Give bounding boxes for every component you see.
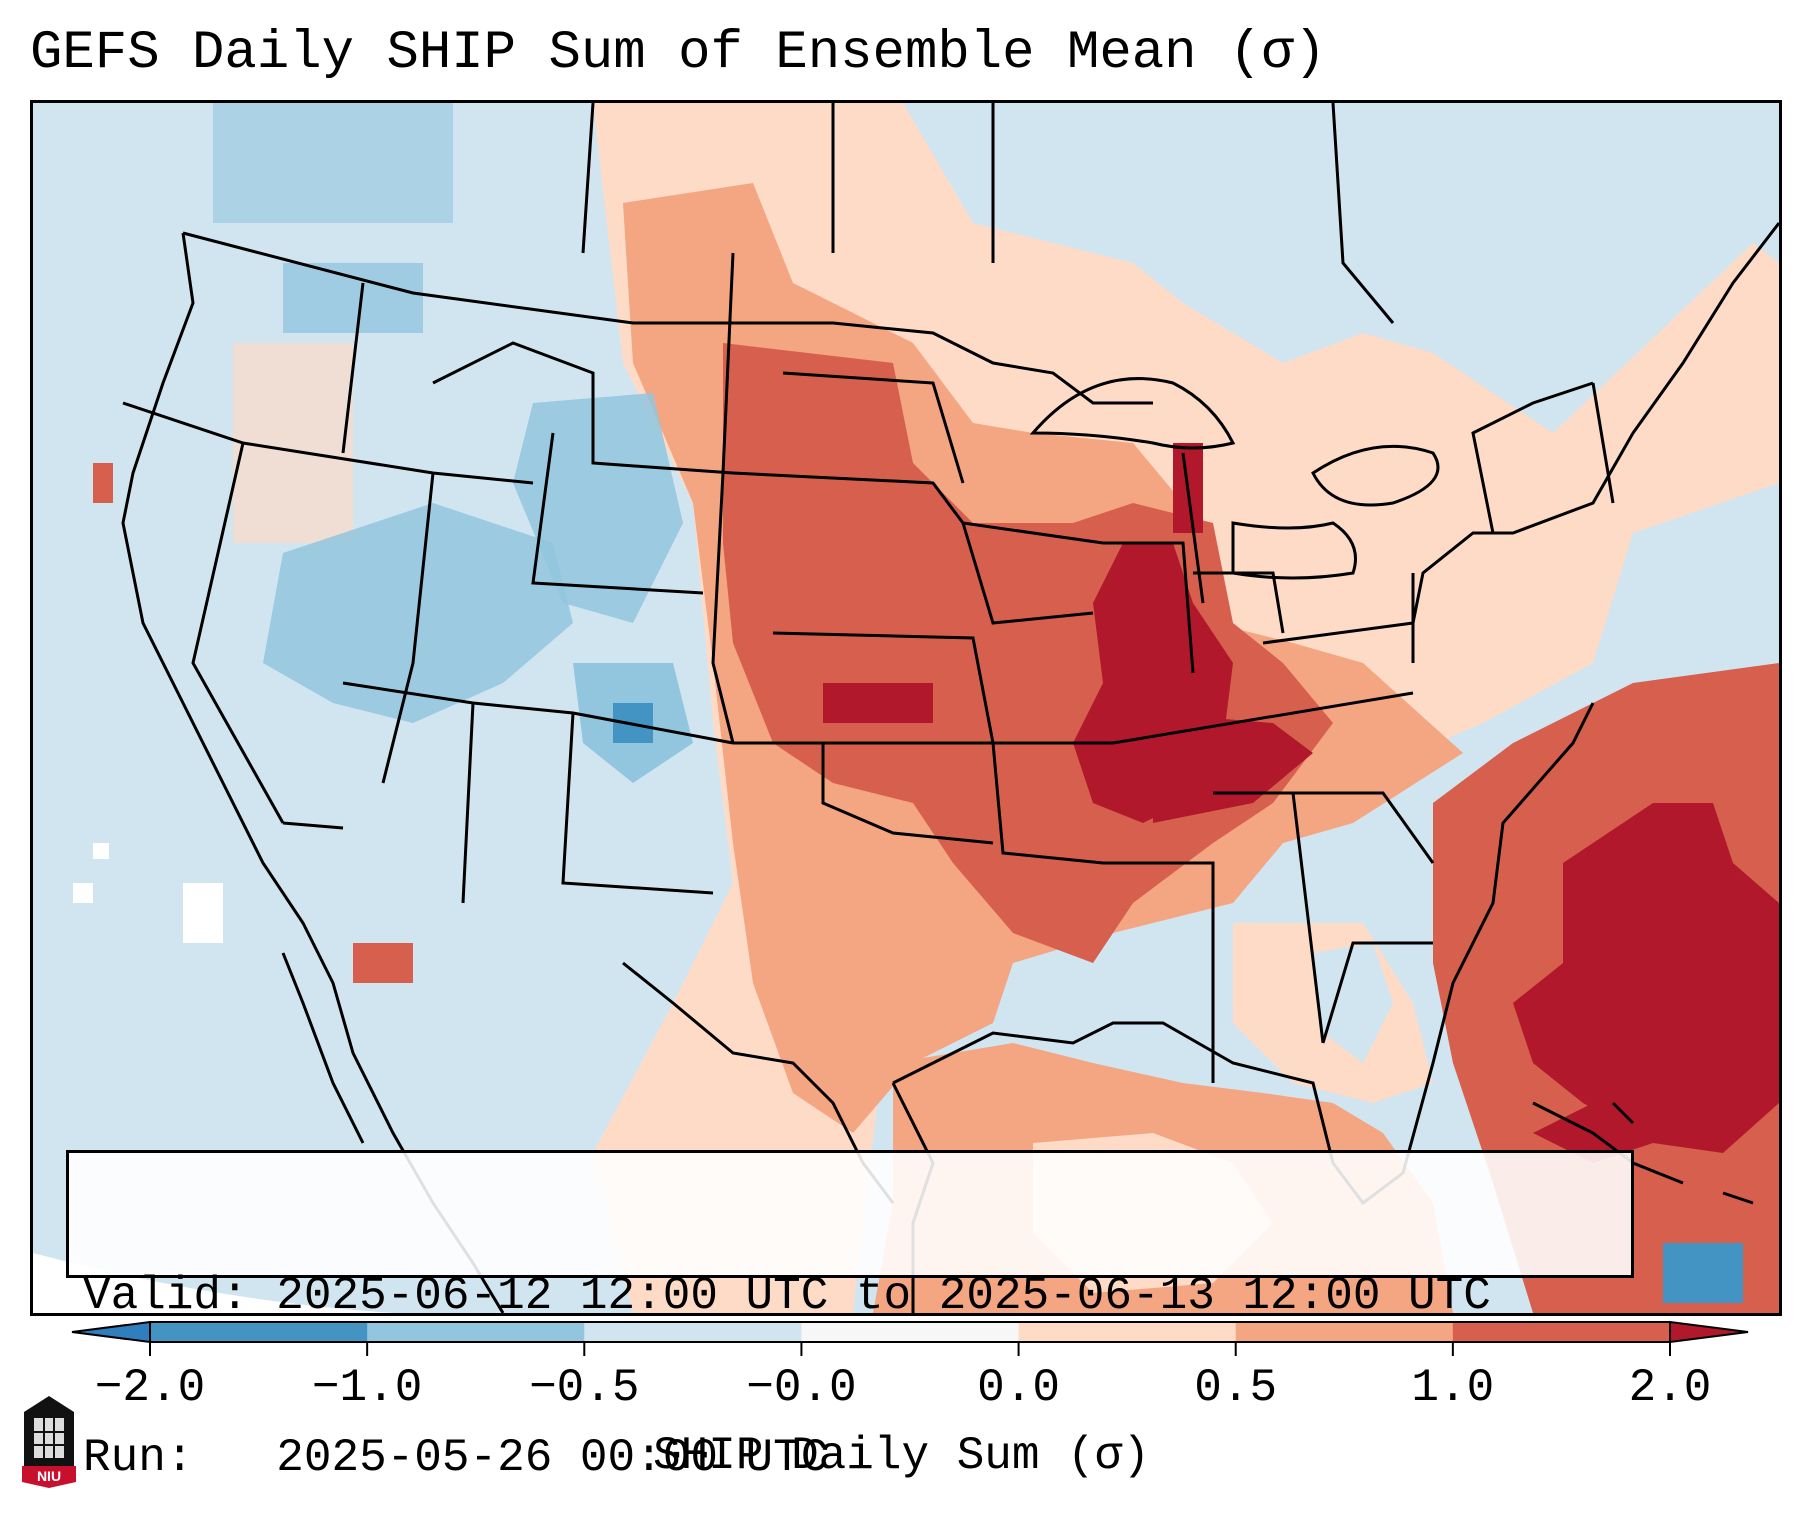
colorbar-tick-label: 0.5 [1194,1362,1278,1414]
ship-anomaly-map [33,103,1779,1313]
colorbar-bin [150,1322,368,1342]
colorbar-tick-label: −0.0 [746,1362,857,1414]
colorbar-label: SHIP Daily Sum (σ) [653,1430,1150,1482]
colorbar-bin [367,1322,585,1342]
map-panel[interactable] [30,100,1782,1316]
run-row: Run: 2025-05-26 00:00 UTC [83,1431,1617,1485]
colorbar-bin [1452,1322,1671,1342]
colorbar-tick-label: 1.0 [1411,1362,1495,1414]
colorbar-bin [1235,1322,1454,1342]
colorbar-extend-low [71,1320,151,1344]
colorbar-tick-label: 2.0 [1628,1362,1712,1414]
colorbar [71,1320,1749,1356]
colorbar-bin [1018,1322,1237,1342]
valid-row: Valid: 2025-06-12 12:00 UTC to 2025-06-1… [83,1269,1617,1323]
validity-info-box: Valid: 2025-06-12 12:00 UTC to 2025-06-1… [66,1150,1634,1484]
state-borders [121,103,1779,1313]
colorbar-tick-label: 0.0 [977,1362,1060,1414]
projection-edge [33,1253,633,1313]
run-value: 2025-05-26 00:00 UTC [276,1432,829,1484]
valid-value: 2025-06-12 12:00 UTC to 2025-06-13 12:00… [276,1270,1491,1322]
colorbar-bin [584,1322,802,1342]
colorbar-extend-high [1669,1320,1749,1344]
colorbar-tick-label: −2.0 [94,1362,206,1414]
colorbar-outline [149,1321,1671,1343]
niu-logo-text: NIU [37,1468,61,1484]
map-title: GEFS Daily SHIP Sum of Ensemble Mean (σ) [30,23,1327,84]
niu-logo-icon: NIU [22,1396,76,1488]
valid-label: Valid: [83,1270,249,1322]
colorbar-bin [801,1322,1020,1342]
run-label: Run: [83,1432,194,1484]
colorbar-tick-label: −1.0 [311,1362,423,1414]
colorbar-tick-label: −0.5 [529,1362,640,1414]
